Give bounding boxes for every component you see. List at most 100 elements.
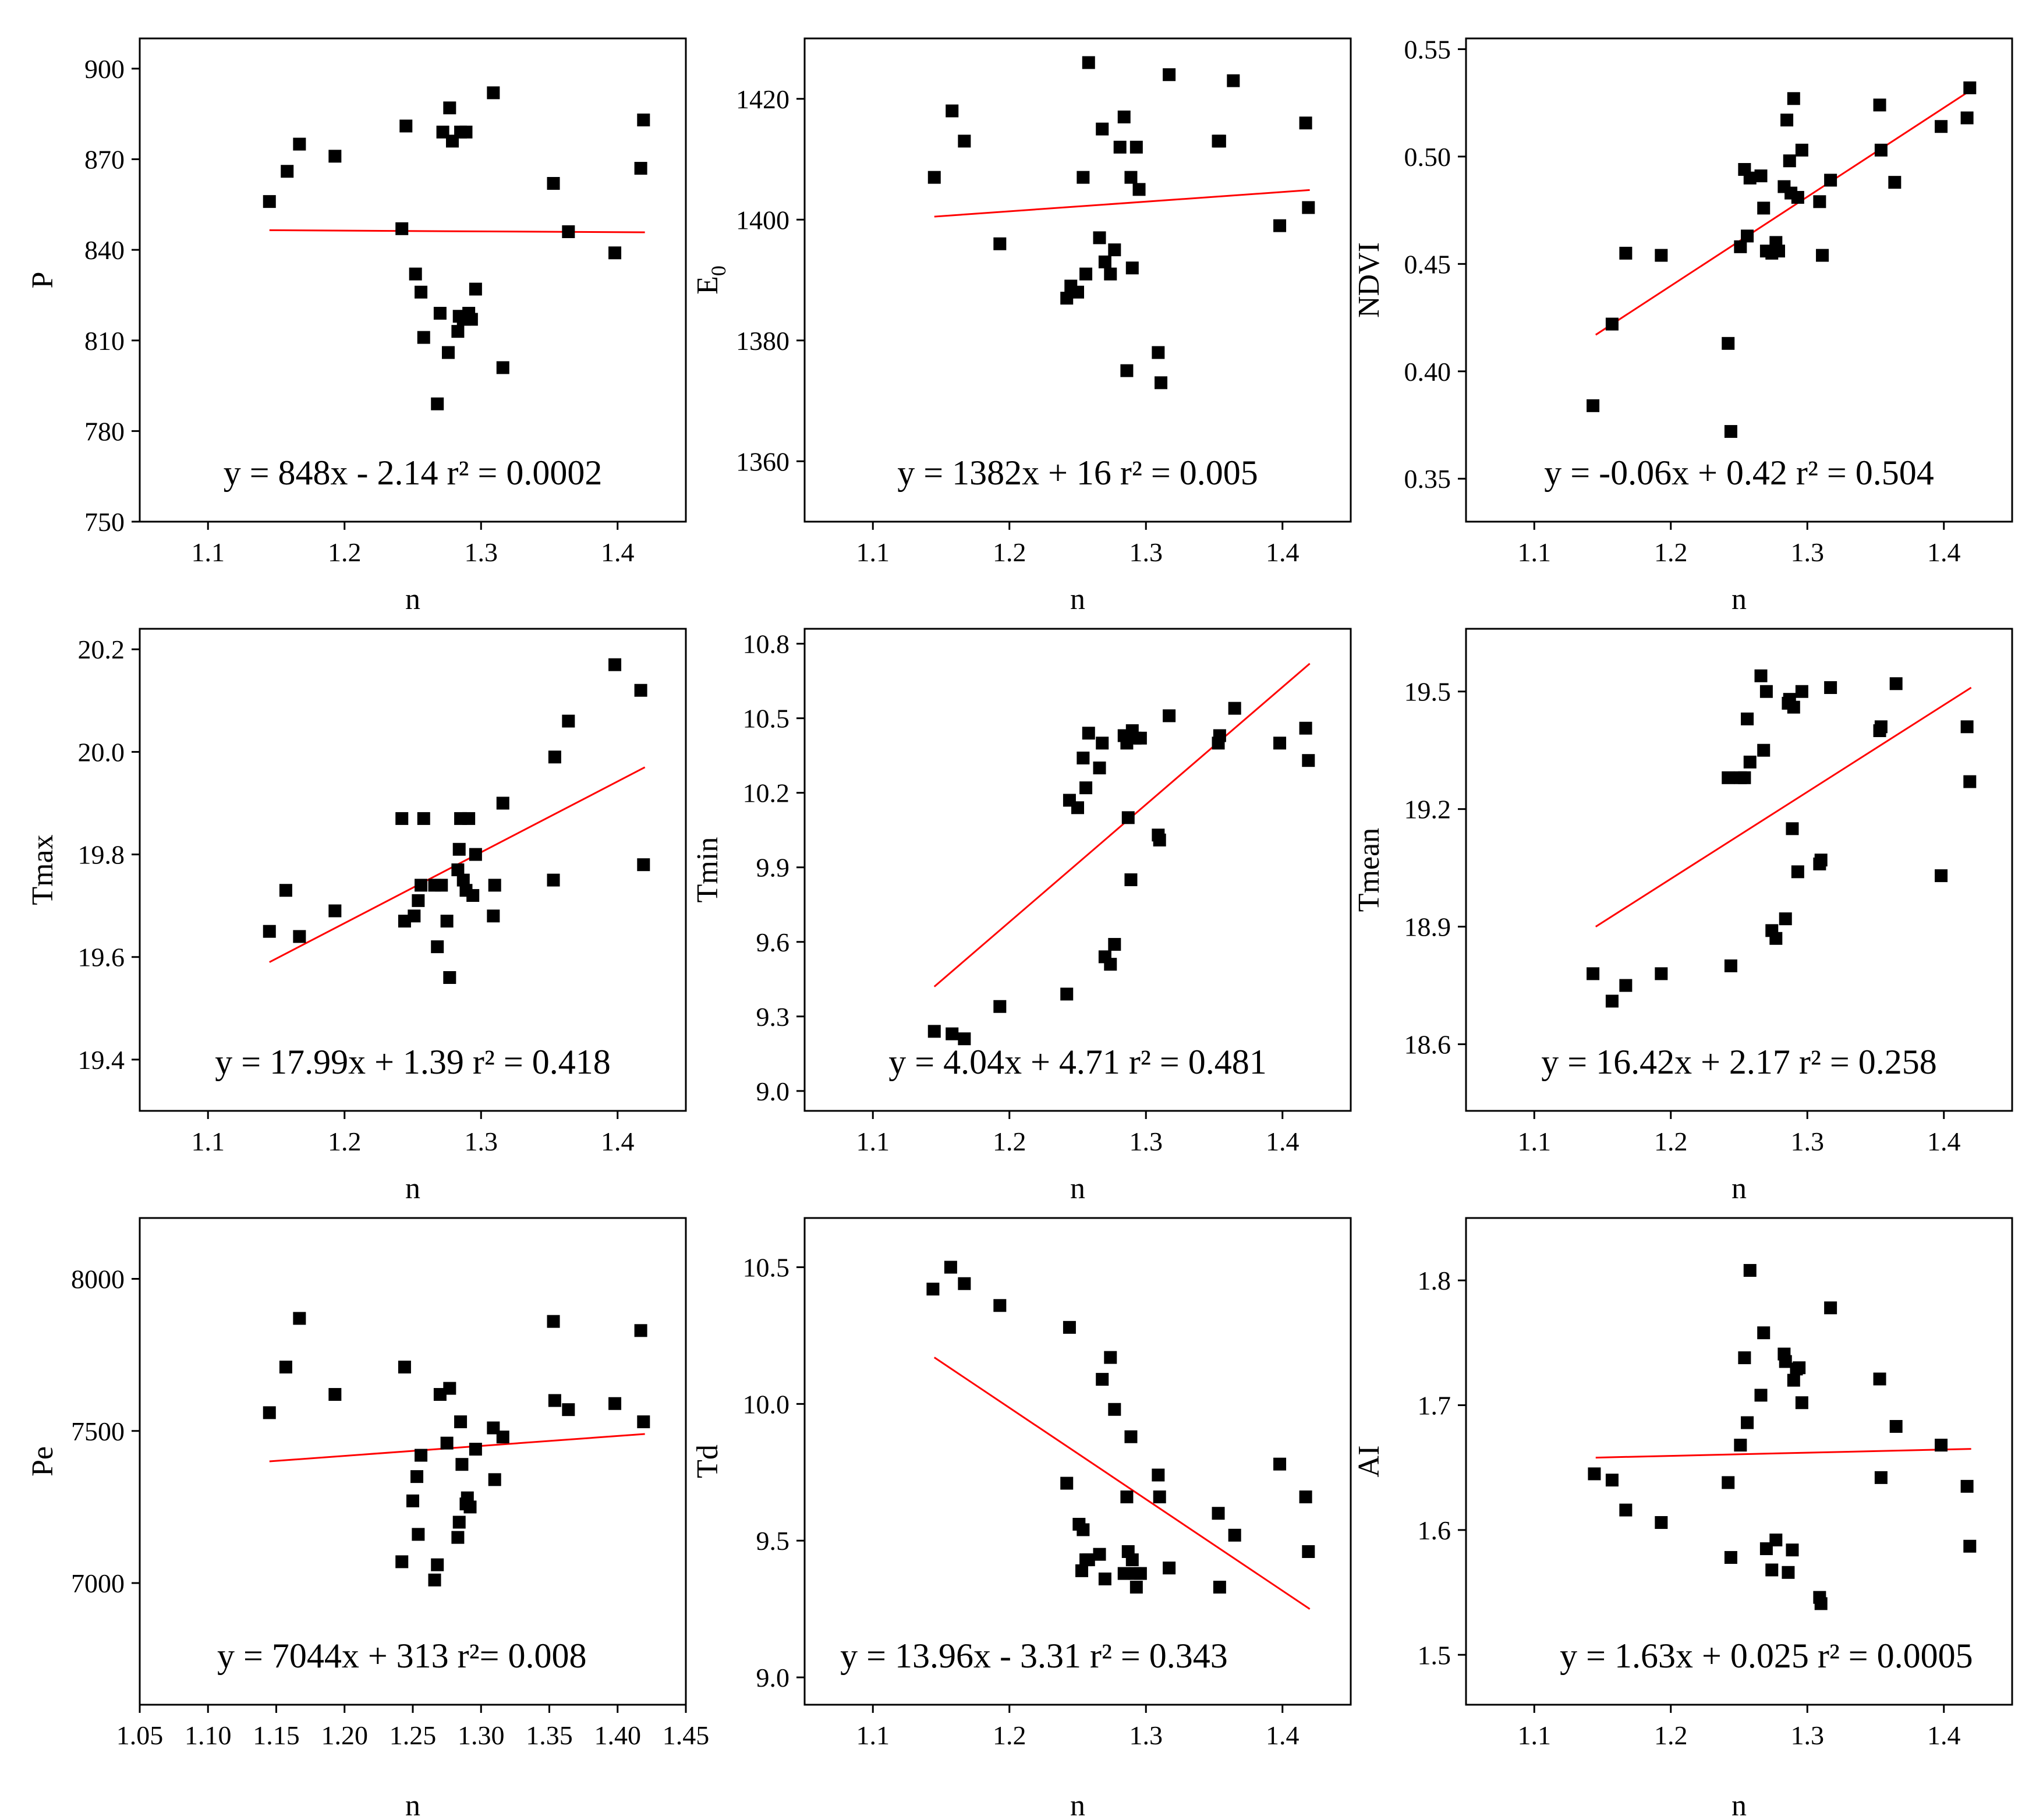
trend-line (1595, 89, 1972, 336)
data-point (440, 1436, 454, 1450)
data-point (547, 1315, 560, 1328)
data-point (1743, 171, 1757, 185)
data-point (958, 1032, 971, 1046)
regression-equation: y = 4.04x + 4.71 r² = 0.481 (888, 1043, 1266, 1081)
data-point (496, 1430, 509, 1444)
x-tick-label: 1.2 (993, 1127, 1026, 1156)
y-tick-label: 900 (84, 54, 125, 84)
data-point (409, 267, 422, 281)
data-point (1093, 762, 1106, 775)
data-point (1108, 1403, 1121, 1416)
data-point (1588, 1467, 1601, 1481)
data-point (1874, 720, 1888, 734)
panel-5: 1.1 1.2 1.3 1.4 9.0 9.3 9.6 9.9 10.2 10.5 10.8 n Tmi… (691, 628, 1352, 1205)
data-point (1605, 994, 1619, 1008)
data-point (1960, 720, 1974, 734)
data-point (1077, 751, 1090, 764)
data-point (443, 971, 456, 984)
x-tick-label: 1.4 (1266, 1720, 1300, 1750)
x-tick-label: 1.4 (1927, 1720, 1961, 1750)
panel-7: 1.05 1.10 1.15 1.20 1.25 1.30 1.35 1.40 1.45 7000… (26, 1217, 709, 1820)
plot-frame (803, 628, 1352, 1112)
data-point (1780, 114, 1794, 127)
data-point (1873, 1372, 1886, 1386)
data-point (1129, 1581, 1143, 1594)
data-point (1134, 1567, 1147, 1580)
data-point (1779, 1355, 1792, 1368)
y-tick-label: 19.5 (1404, 677, 1451, 707)
plot-frame (1465, 1217, 2013, 1706)
x-axis-label: n (1070, 583, 1085, 616)
data-point (562, 225, 575, 238)
y-axis-label-main: E (691, 276, 724, 295)
y-axis-label: NDVI (1352, 242, 1386, 318)
data-point (412, 894, 425, 907)
data-point (634, 684, 647, 697)
data-point (441, 346, 455, 359)
y-tick-label: 9.5 (756, 1526, 790, 1556)
data-point (926, 1283, 940, 1296)
data-point (1722, 337, 1735, 350)
data-point (1121, 811, 1135, 824)
data-point (1757, 743, 1771, 757)
data-point (1738, 1351, 1751, 1365)
data-point (927, 1025, 941, 1038)
y-tick-label: 10.0 (743, 1389, 790, 1419)
x-tick-label: 1.3 (465, 537, 498, 567)
data-point (1795, 685, 1808, 698)
data-point (1096, 737, 1109, 750)
y-tick-label: 1.8 (1418, 1266, 1451, 1295)
trend-line (1595, 686, 1972, 927)
x-tick-label: 1.3 (1791, 537, 1825, 567)
x-tick-label: 1.1 (192, 1127, 225, 1156)
data-point (1213, 134, 1226, 148)
data-point (451, 863, 465, 876)
panel-6: 1.1 1.2 1.3 1.4 18.6 18.9 19.2 19.5 n Tmean y = 16… (1352, 628, 2013, 1205)
data-point (1759, 685, 1773, 698)
data-point (1754, 1389, 1768, 1402)
data-point (944, 1260, 957, 1274)
data-point (1153, 833, 1166, 847)
plot-frame (139, 37, 687, 523)
panel-8: 1.1 1.2 1.3 1.4 9.0 9.5 10.0 10.5 n Td y = 13.96x … (691, 1217, 1352, 1820)
data-point (452, 842, 466, 856)
y-tick-label: 7500 (71, 1417, 125, 1446)
y-tick-label: 9.9 (756, 853, 790, 883)
y-tick-label: 0.55 (1404, 34, 1451, 64)
data-point (1738, 771, 1751, 784)
data-point (1757, 1326, 1771, 1340)
panel-3: 1.1 1.2 1.3 1.4 0.35 0.40 0.45 0.50 0.55 n NDVI y =… (1352, 34, 2013, 616)
data-point (562, 1403, 575, 1417)
panel-2: 1.1 1.2 1.3 1.4 1360 1380 1400 1420 n E0 y = 1382x… (691, 37, 1352, 616)
data-point (399, 119, 413, 133)
data-point (548, 1394, 561, 1407)
data-point (496, 361, 509, 374)
data-point (634, 162, 647, 175)
data-point (408, 909, 421, 923)
y-tick-label: 840 (84, 235, 125, 265)
data-point (293, 1312, 306, 1325)
y-tick-label: 10.2 (743, 778, 790, 808)
data-point (1605, 1474, 1619, 1487)
data-point (1655, 1516, 1668, 1529)
plot-frame (139, 628, 687, 1112)
data-point (1935, 1439, 1948, 1452)
data-point (1587, 967, 1600, 980)
data-point (263, 925, 276, 938)
trend-line (269, 1433, 645, 1463)
x-tick-label: 1.20 (321, 1720, 369, 1750)
data-point (465, 313, 478, 326)
data-point (1079, 267, 1093, 281)
data-point (398, 1361, 411, 1374)
y-tick-label: 8000 (71, 1265, 125, 1294)
data-point (415, 285, 428, 299)
y-tick-label: 1380 (736, 326, 789, 356)
x-tick-label: 1.4 (601, 537, 635, 567)
x-tick-label: 1.1 (1518, 1127, 1552, 1156)
data-point (1824, 681, 1837, 694)
data-point (279, 884, 292, 897)
y-axis-label: Tmean (1352, 828, 1386, 912)
data-point (1782, 1566, 1795, 1579)
x-tick-label: 1.2 (1654, 1127, 1688, 1156)
data-point (1117, 1567, 1131, 1580)
